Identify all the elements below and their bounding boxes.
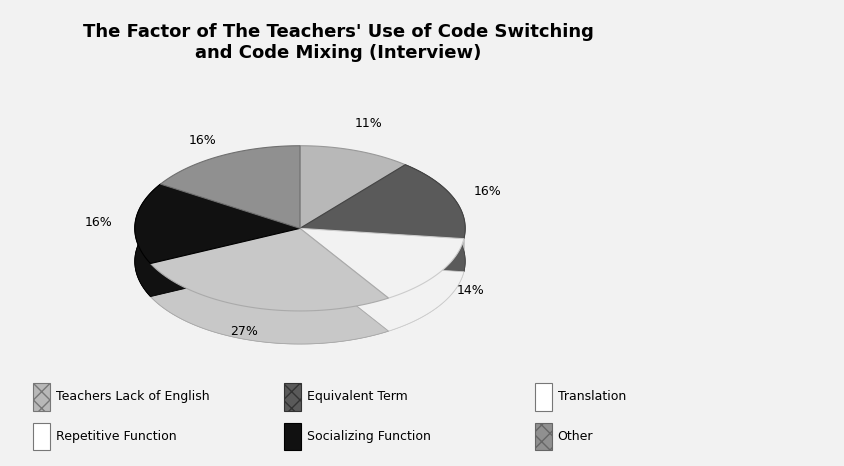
Polygon shape (300, 261, 463, 331)
Polygon shape (134, 217, 300, 296)
Text: 27%: 27% (230, 325, 257, 338)
Text: The Factor of The Teachers' Use of Code Switching
and Code Mixing (Interview): The Factor of The Teachers' Use of Code … (83, 23, 592, 62)
Bar (284, 383, 300, 411)
Polygon shape (134, 184, 300, 263)
Polygon shape (150, 263, 388, 344)
Text: Other: Other (557, 430, 592, 443)
Polygon shape (300, 164, 465, 239)
Text: 16%: 16% (473, 185, 500, 198)
Polygon shape (150, 261, 388, 344)
Text: Equivalent Term: Equivalent Term (306, 391, 407, 404)
Polygon shape (134, 184, 160, 296)
Text: Repetitive Function: Repetitive Function (56, 430, 176, 443)
Polygon shape (150, 228, 388, 311)
Text: Teachers Lack of English: Teachers Lack of English (56, 391, 209, 404)
Text: Translation: Translation (557, 391, 625, 404)
Polygon shape (300, 179, 405, 261)
Bar (534, 383, 551, 411)
Polygon shape (300, 146, 405, 228)
Bar (33, 383, 50, 411)
Text: 14%: 14% (456, 284, 484, 297)
Polygon shape (405, 164, 465, 272)
Polygon shape (300, 198, 465, 272)
Bar (534, 423, 551, 450)
Text: 16%: 16% (189, 134, 217, 146)
Polygon shape (300, 228, 463, 298)
Text: Socializing Function: Socializing Function (306, 430, 430, 443)
Bar (33, 423, 50, 450)
Polygon shape (388, 239, 463, 331)
Text: 11%: 11% (354, 117, 381, 130)
Bar (284, 423, 300, 450)
Polygon shape (160, 179, 300, 261)
Text: 16%: 16% (85, 215, 112, 228)
Polygon shape (160, 146, 300, 228)
